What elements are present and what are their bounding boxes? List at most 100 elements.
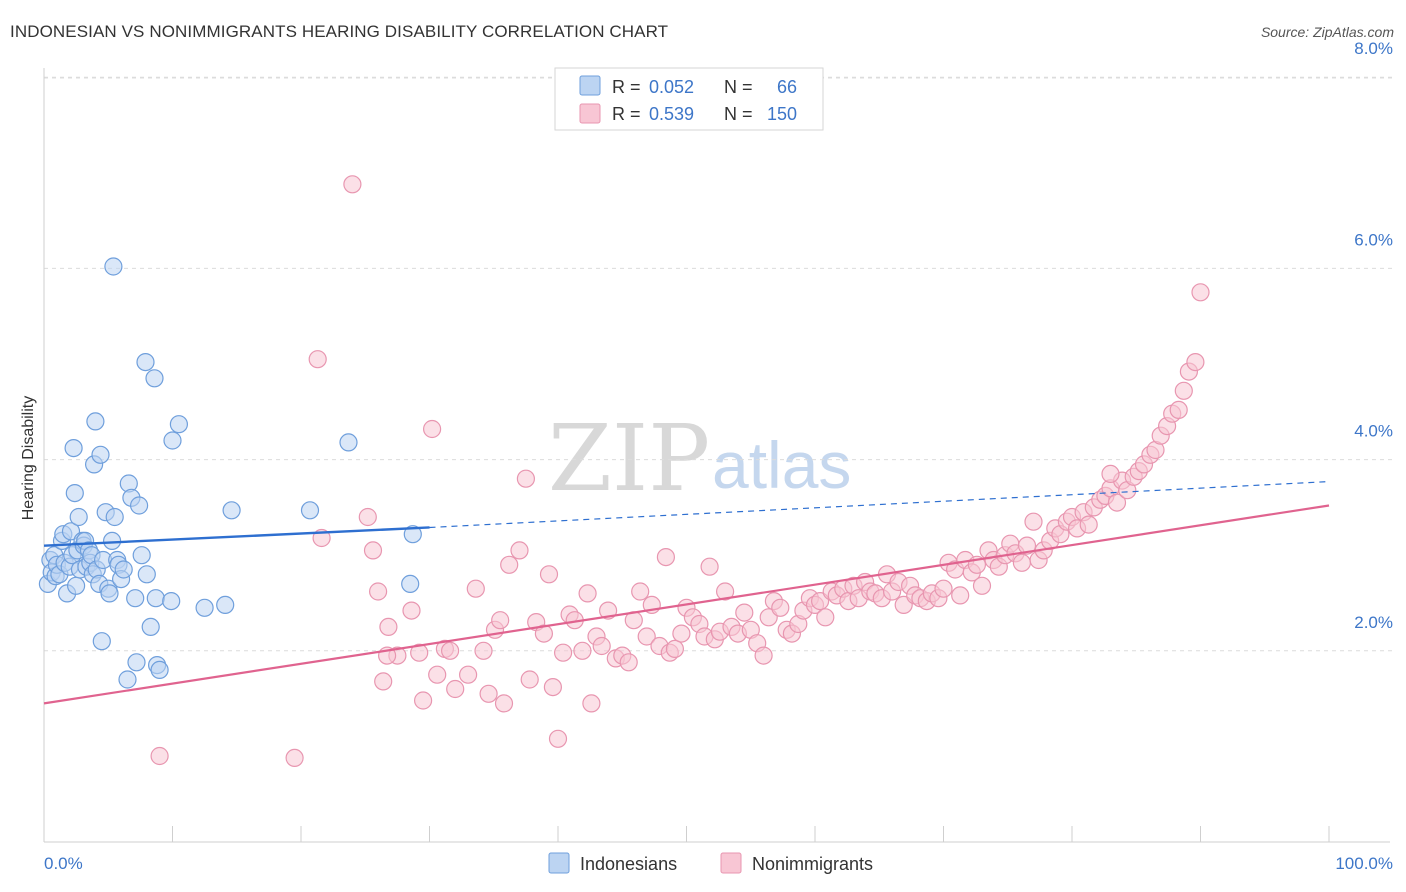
nonimmigrants-point-20 — [466, 579, 485, 598]
nonimmigrants-point-54 — [665, 639, 685, 659]
nonimmigrants-point-26 — [500, 555, 519, 574]
bottom-legend-swatch-nonimmigrants — [720, 852, 742, 874]
x-axis-ticks — [43, 826, 1330, 842]
indonesians-point-52 — [136, 353, 155, 372]
nonimmigrants-point-29 — [520, 670, 539, 689]
legend-r-value-1: 0.052 — [649, 77, 694, 97]
nonimmigrants-point-8 — [374, 672, 393, 691]
indonesians-point-65 — [300, 501, 320, 520]
nonimmigrants-point-2 — [308, 350, 327, 369]
indonesians-point-44 — [114, 560, 133, 579]
legend-r-value-2: 0.539 — [649, 104, 694, 124]
top-legend: R = 0.052 N = 66 R = 0.539 N = 150 — [554, 67, 824, 131]
nonimmigrants-point-101 — [934, 579, 953, 598]
nonimmigrants-point-72 — [771, 598, 790, 617]
nonimmigrants-point-40 — [582, 694, 601, 713]
indonesians-point-16 — [66, 576, 86, 595]
nonimmigrants-point-52 — [656, 547, 676, 567]
indonesians-point-15 — [65, 484, 84, 503]
nonimmigrants-point-35 — [553, 643, 573, 662]
indonesians-point-38 — [102, 531, 122, 551]
indonesians-point-67 — [401, 574, 420, 594]
nonimmigrants-point-14 — [423, 419, 442, 439]
nonimmigrants-point-55 — [672, 624, 691, 643]
nonimmigrants-point-132 — [1107, 493, 1127, 512]
legend-n-label-2: N = — [724, 104, 753, 124]
indonesians-point-57 — [150, 660, 169, 680]
legend-n-value-1: 66 — [777, 77, 797, 97]
bottom-legend-label-nonimmigrants: Nonimmigrants — [752, 854, 873, 874]
indonesians-point-45 — [118, 670, 137, 689]
nonimmigrants-point-27 — [510, 541, 529, 560]
nonimmigrants-point-104 — [951, 586, 970, 605]
indonesians-trend-extension — [429, 480, 1330, 529]
indonesians-point-59 — [162, 591, 181, 611]
y-tick-label-1: 4.0% — [1354, 422, 1393, 441]
legend-r-label-1: R = — [612, 77, 641, 97]
nonimmigrants-point-19 — [459, 665, 478, 684]
nonimmigrants-point-48 — [631, 582, 650, 601]
nonimmigrants-point-4 — [343, 175, 362, 194]
nonimmigrants-points — [150, 175, 1210, 768]
nonimmigrants-point-116 — [1017, 536, 1037, 555]
watermark-atlas: atlas — [712, 428, 851, 502]
nonimmigrants-point-46 — [619, 653, 638, 672]
indonesians-points — [38, 257, 422, 689]
indonesians-point-62 — [195, 598, 214, 617]
nonimmigrants-point-39 — [578, 584, 597, 603]
nonimmigrants-point-13 — [414, 691, 433, 710]
indonesians-trend-line — [43, 526, 430, 547]
nonimmigrants-point-0 — [150, 746, 169, 766]
nonimmigrants-point-38 — [573, 641, 592, 660]
nonimmigrants-point-49 — [637, 627, 656, 646]
nonimmigrants-point-31 — [534, 624, 554, 643]
indonesians-point-29 — [86, 412, 105, 431]
nonimmigrants-point-21 — [474, 641, 493, 660]
chart-title: INDONESIAN VS NONIMMIGRANTS HEARING DISA… — [10, 22, 669, 41]
indonesians-point-58 — [146, 589, 165, 608]
legend-r-label-2: R = — [612, 104, 641, 124]
nonimmigrants-point-18 — [446, 679, 465, 699]
nonimmigrants-point-127 — [1079, 515, 1098, 534]
indonesians-point-40 — [105, 507, 124, 527]
y-tick-label-3: 8.0% — [1354, 39, 1393, 58]
x-tick-label-max: 100.0% — [1335, 854, 1393, 873]
nonimmigrants-point-22 — [479, 684, 498, 703]
nonimmigrants-point-12 — [410, 643, 429, 662]
nonimmigrants-point-24 — [491, 611, 510, 630]
nonimmigrants-point-117 — [1024, 512, 1043, 531]
indonesians-point-61 — [169, 415, 188, 434]
nonimmigrants-point-148 — [1101, 464, 1120, 483]
nonimmigrants-point-42 — [592, 636, 611, 656]
nonimmigrants-point-6 — [363, 541, 383, 560]
nonimmigrants-point-147 — [1191, 283, 1210, 302]
nonimmigrants-point-144 — [1174, 381, 1193, 400]
nonimmigrants-point-66 — [735, 603, 754, 622]
legend-swatch-nonimmigrants — [579, 103, 601, 124]
x-tick-label-min: 0.0% — [44, 854, 83, 873]
bottom-legend-label-indonesians: Indonesians — [580, 854, 677, 874]
nonimmigrants-point-17 — [441, 641, 460, 660]
nonimmigrants-point-25 — [494, 694, 514, 713]
nonimmigrants-point-34 — [548, 729, 568, 748]
nonimmigrants-point-1 — [285, 748, 304, 768]
nonimmigrants-point-15 — [428, 665, 447, 684]
bottom-legend: Indonesians Nonimmigrants — [548, 852, 873, 874]
nonimmigrants-point-33 — [543, 677, 563, 697]
nonimmigrants-point-63 — [715, 582, 735, 601]
indonesians-point-51 — [132, 546, 151, 565]
nonimmigrants-point-7 — [369, 582, 388, 601]
indonesians-point-49 — [127, 653, 146, 672]
legend-swatch-indonesians — [579, 75, 601, 96]
nonimmigrants-trend-line — [43, 504, 1330, 705]
axes — [43, 68, 1390, 843]
nonimmigrants-point-115 — [1012, 553, 1032, 572]
indonesians-point-68 — [403, 525, 422, 544]
indonesians-point-39 — [104, 257, 123, 276]
nonimmigrants-point-11 — [402, 601, 421, 620]
nonimmigrants-point-80 — [816, 608, 835, 627]
y-tick-label-0: 2.0% — [1354, 613, 1393, 632]
nonimmigrants-point-146 — [1186, 353, 1205, 372]
indonesians-point-64 — [222, 501, 241, 520]
indonesians-point-53 — [137, 565, 156, 584]
